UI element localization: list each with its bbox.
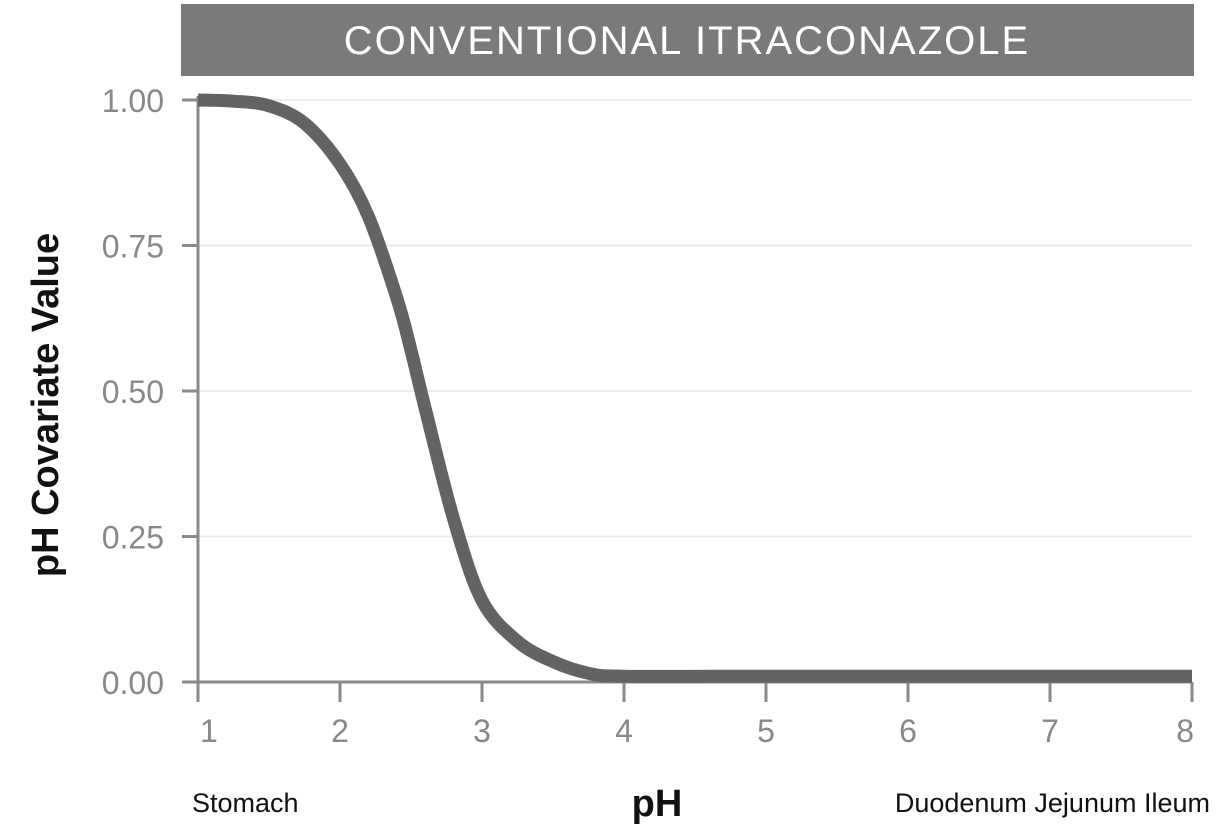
series-group — [197, 93, 1192, 683]
series-line-0 — [197, 93, 1192, 683]
x-tick-label: 7 — [1041, 713, 1059, 749]
x-axis-ticks: 1 2 3 4 5 6 7 8 — [196, 682, 1194, 749]
x-tick-label: 4 — [615, 713, 633, 749]
y-axis-label: pH Covariate Value — [25, 233, 67, 577]
y-axis-ticks: 0.00 0.25 0.50 0.75 1.00 — [102, 83, 198, 701]
region-label-stomach: Stomach — [192, 788, 299, 818]
y-tick-label: 0.00 — [102, 665, 164, 701]
x-tick-label: 1 — [200, 713, 218, 749]
x-tick-label: 5 — [757, 713, 775, 749]
y-tick-label: 0.50 — [102, 374, 164, 410]
x-tick-label: 8 — [1176, 713, 1194, 749]
chart-title: CONVENTIONAL ITRACONAZOLE — [344, 19, 1030, 63]
x-tick-label: 3 — [473, 713, 491, 749]
title-bar — [181, 4, 1194, 76]
axes — [182, 96, 1192, 684]
x-axis-label: pH — [632, 783, 683, 825]
region-label-intestine: Duodenum Jejunum Ileum — [895, 788, 1210, 818]
y-tick-label: 0.75 — [102, 229, 164, 265]
x-tick-label: 6 — [899, 713, 917, 749]
grid-lines — [198, 99, 1192, 538]
x-tick-label: 2 — [331, 713, 349, 749]
y-tick-label: 0.25 — [102, 520, 164, 556]
y-tick-label: 1.00 — [102, 83, 164, 119]
